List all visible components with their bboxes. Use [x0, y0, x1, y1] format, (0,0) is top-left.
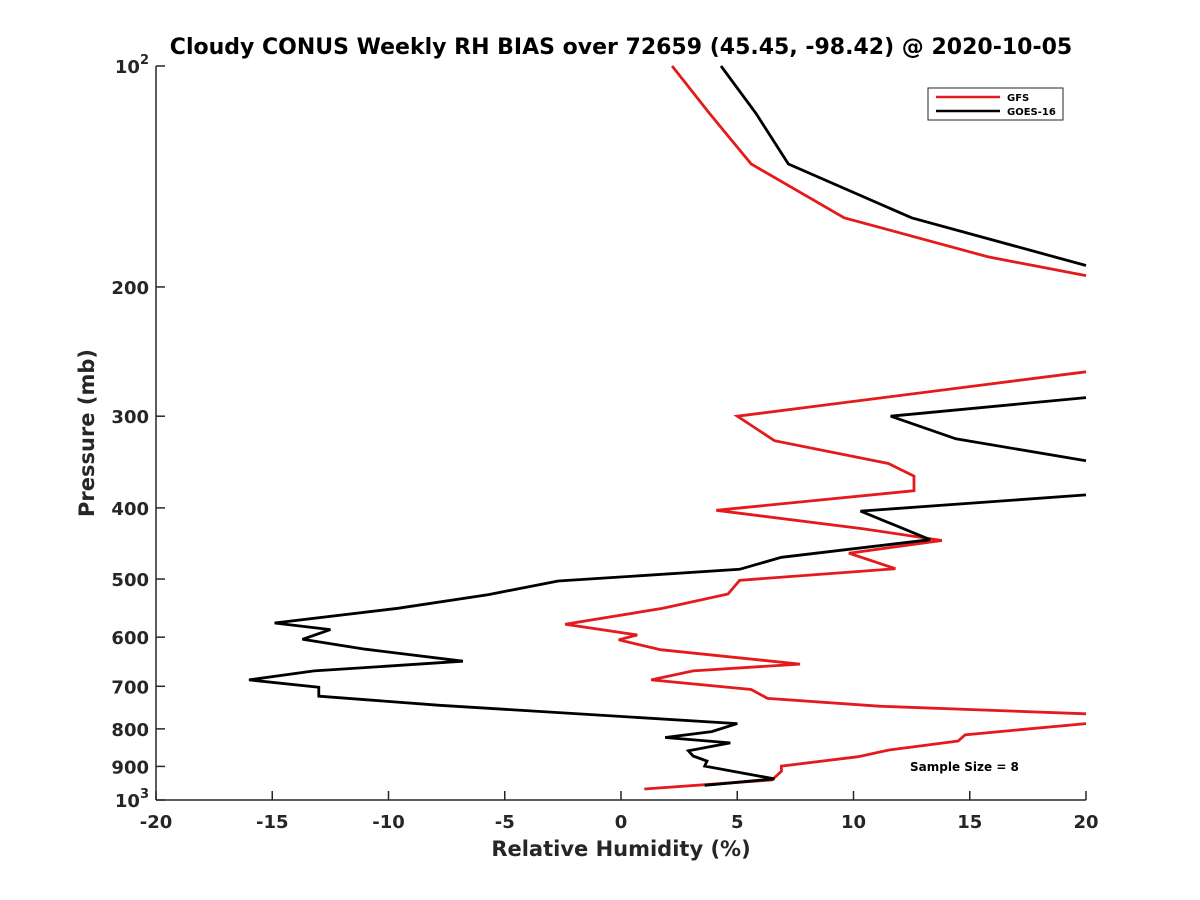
- y-tick-label: 400: [111, 499, 149, 520]
- x-tick-label: -20: [140, 812, 173, 833]
- x-tick-label: -10: [372, 812, 405, 833]
- x-tick-label: 15: [957, 812, 982, 833]
- legend-box: [927, 87, 1064, 121]
- x-tick-label: 5: [731, 812, 744, 833]
- y-tick-label: 500: [111, 570, 149, 591]
- sample-size-annotation: Sample Size = 8: [910, 760, 1019, 774]
- y-axis-label: Pressure (mb): [75, 349, 99, 517]
- y-tick-label: 700: [111, 677, 149, 698]
- series-line-gfs: [564, 65, 1087, 791]
- x-tick-label: 20: [1073, 812, 1098, 833]
- x-axis-label: Relative Humidity (%): [491, 837, 750, 861]
- legend-label-gfs: GFS: [1007, 93, 1029, 104]
- series-line-goes-16: [248, 65, 1087, 787]
- x-tick-label: -5: [495, 812, 515, 833]
- legend-label-goes-16: GOES-16: [1007, 107, 1056, 118]
- legend: GFS GOES-16: [927, 87, 1064, 121]
- series-layer: [248, 65, 1087, 791]
- x-tick-label: -15: [256, 812, 289, 833]
- y-tick-label: 103: [115, 787, 149, 812]
- plot-background: [156, 66, 1086, 800]
- x-axis-ticks: -20 -15 -10 -5 0 5 10 15 20: [140, 791, 1099, 833]
- y-tick-label: 300: [111, 407, 149, 428]
- chart-title: Cloudy CONUS Weekly RH BIAS over 72659 (…: [170, 35, 1072, 60]
- y-tick-label: 200: [111, 278, 149, 299]
- y-tick-label: 900: [111, 757, 149, 778]
- y-tick-label: 800: [111, 720, 149, 741]
- x-tick-label: 0: [615, 812, 628, 833]
- x-tick-label: 10: [841, 812, 866, 833]
- y-tick-label: 600: [111, 628, 149, 649]
- y-tick-label: 102: [115, 53, 149, 78]
- y-axis-ticks: 102 200 300 400 500 600 700 800 900 103: [111, 53, 165, 812]
- plot-area: -20 -15 -10 -5 0 5 10 15 20 102 200 300 400 500 600 70…: [111, 53, 1098, 833]
